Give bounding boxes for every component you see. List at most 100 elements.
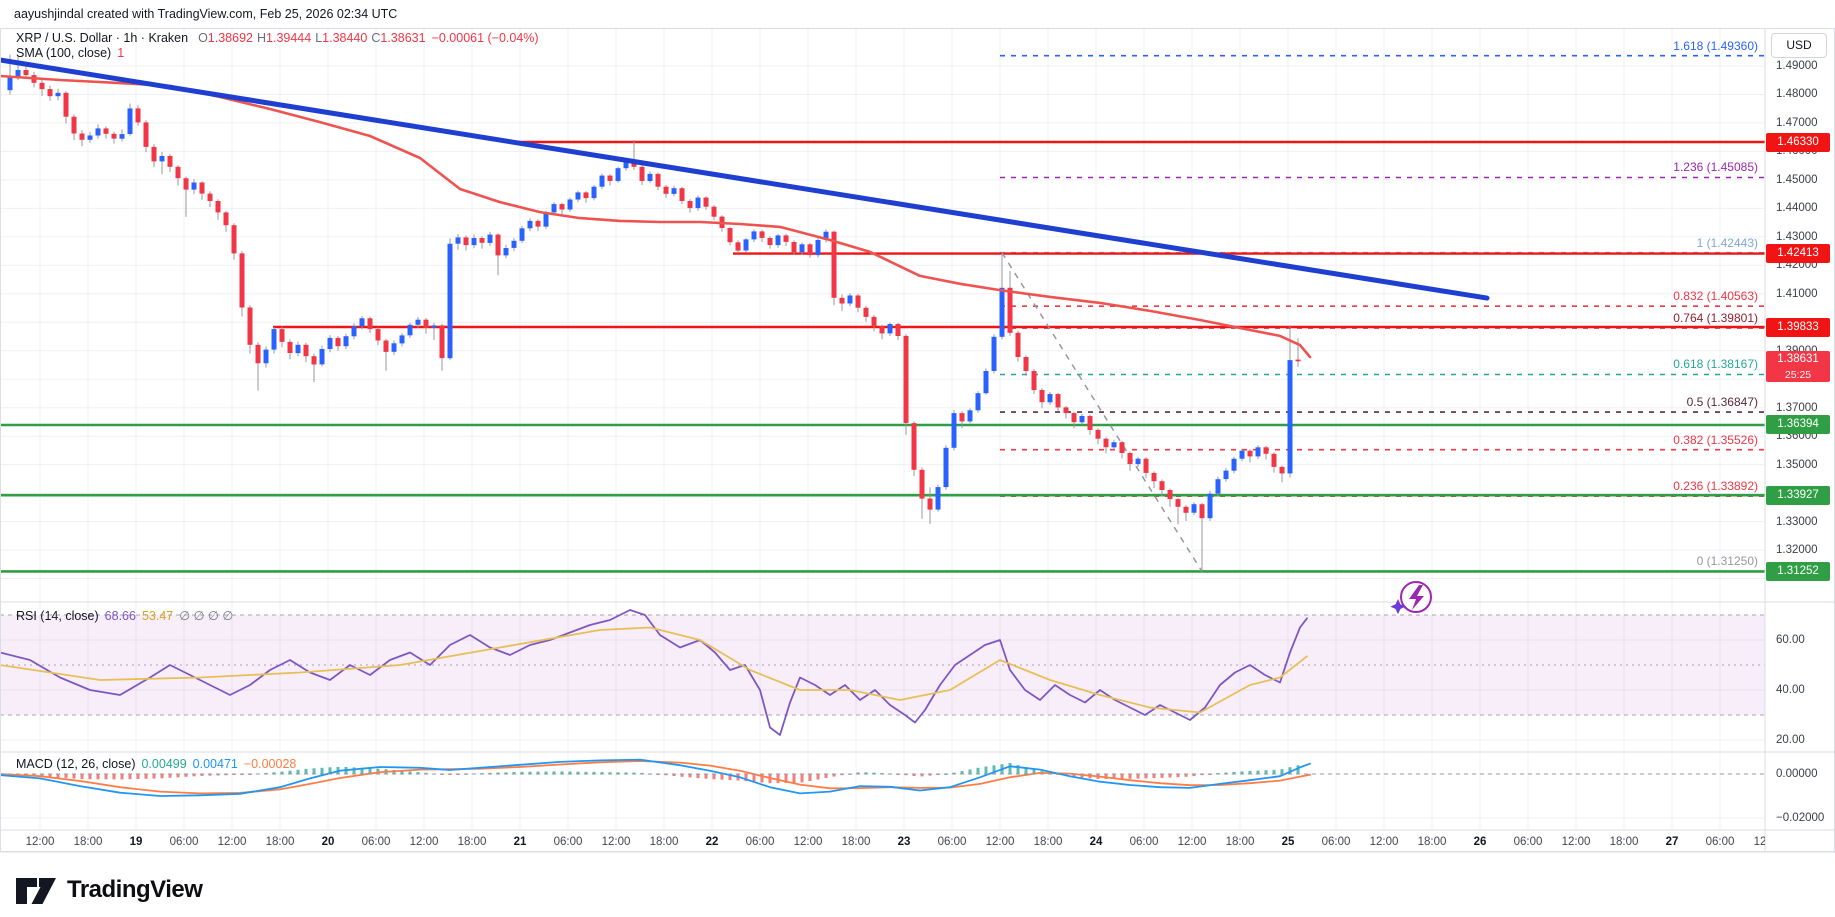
time-tick-label: 22 [705, 836, 719, 848]
rsi-tick-label: 60.00 [1776, 634, 1805, 646]
fib-level-label: 0.832 (1.40563) [1673, 289, 1758, 304]
time-tick-label: 18:00 [1417, 836, 1447, 848]
macd-tick-label: 0.00000 [1776, 768, 1818, 780]
ohlc-key: C [371, 31, 381, 45]
ohlc-value: 1.38631 [380, 31, 426, 45]
rsi-value: 68.66 [104, 608, 136, 623]
time-tick-label: 06:00 [1321, 836, 1351, 848]
time-tick-label: 12:00 [985, 836, 1015, 848]
time-tick-label: 12:00 [1561, 836, 1591, 848]
time-axis[interactable]: 12:00 18:00 19 06:00 12:00 18:00 20 06:00 12:00 1… [0, 830, 1765, 854]
fib-level-label: 0.382 (1.35526) [1673, 432, 1758, 447]
current-price-badge: 1.38631 25:25 [1766, 351, 1830, 383]
time-tick-label: 20 [321, 836, 335, 848]
symbol-legend[interactable]: XRP / U.S. Dollar · 1h · Kraken O1.38692… [16, 31, 539, 45]
time-tick-label: 18:00 [1609, 836, 1639, 848]
time-tick-label: 21 [513, 836, 527, 848]
ohlc-values: O1.38692 H1.39444 L1.38440 C1.38631 [194, 31, 426, 45]
price-tick-label: 1.37000 [1776, 401, 1818, 414]
ohlc-value: 1.38692 [207, 31, 253, 45]
ohlc-value: 1.38440 [322, 31, 368, 45]
time-tick-label: 18:00 [73, 836, 103, 848]
fib-level-label: 1.618 (1.49360) [1673, 38, 1758, 53]
line-price-badge: 1.36394 [1766, 415, 1830, 435]
time-tick-label: 25 [1281, 836, 1295, 848]
price-tick-label: 1.35000 [1776, 458, 1818, 471]
time-tick-label: 12:00 [601, 836, 631, 848]
line-price-badge: 1.39833 [1766, 317, 1830, 337]
macd-legend[interactable]: MACD (12, 26, close) 0.00499 0.00471 −0.… [16, 757, 296, 771]
ohlc-key: O [198, 31, 208, 45]
change-value: −0.00061 (−0.04%) [431, 31, 539, 45]
bar-countdown: 25:25 [1784, 369, 1812, 382]
time-tick-label: 12:00 [217, 836, 247, 848]
rsi-tick-label: 20.00 [1776, 734, 1805, 746]
price-tick-label: 1.45000 [1776, 173, 1818, 186]
line-price-badge: 1.42413 [1766, 244, 1830, 264]
price-tick-label: 1.32000 [1776, 544, 1818, 557]
macd-label: MACD (12, 26, close) [16, 757, 136, 771]
symbol-title: XRP / U.S. Dollar · 1h · Kraken [16, 31, 189, 45]
sma-value: 1 [117, 46, 125, 60]
price-tick-label: 1.47000 [1776, 116, 1818, 129]
time-tick-label: 12:00 [25, 836, 55, 848]
price-tick-label: 1.41000 [1776, 287, 1818, 300]
flash-icon[interactable] [1390, 581, 1432, 615]
price-tick-label: 1.44000 [1776, 202, 1818, 215]
tradingview-logo[interactable]: TradingView [14, 872, 203, 908]
time-tick-label: 23 [897, 836, 911, 848]
ohlc-key: L [315, 31, 323, 45]
price-tick-label: 1.33000 [1776, 515, 1818, 528]
current-price-value: 1.38631 [1777, 353, 1819, 366]
time-tick-label: 12:00 [1753, 836, 1765, 848]
time-tick-label: 24 [1089, 836, 1103, 848]
macd-signal-value: −0.00028 [243, 757, 297, 771]
time-tick-label: 18:00 [265, 836, 295, 848]
tradingview-logo-text: TradingView [67, 876, 203, 903]
time-tick-label: 06:00 [745, 836, 775, 848]
fib-level-label: 0.236 (1.33892) [1673, 479, 1758, 494]
time-tick-label: 06:00 [937, 836, 967, 848]
sma-legend[interactable]: SMA (100, close) 1 [16, 46, 124, 60]
time-tick-label: 06:00 [169, 836, 199, 848]
rsi-ma-value: 53.47 [141, 608, 174, 623]
macd-hist-value: 0.00499 [141, 757, 187, 771]
price-tick-label: 1.48000 [1776, 88, 1818, 101]
fib-level-label: 0.764 (1.39801) [1673, 310, 1758, 325]
rsi-legend[interactable]: RSI (14, close) 68.66 53.47 ∅ ∅ ∅ ∅ [16, 608, 234, 624]
fib-level-label: 1 (1.42443) [1696, 235, 1758, 250]
price-tick-label: 1.43000 [1776, 230, 1818, 243]
price-tick-label: 1.49000 [1776, 60, 1818, 72]
rsi-empty-values: ∅ ∅ ∅ ∅ [179, 609, 234, 623]
ohlc-key: H [256, 31, 267, 45]
time-tick-label: 18:00 [1033, 836, 1063, 848]
time-tick-label: 06:00 [1705, 836, 1735, 848]
time-tick-label: 12:00 [1177, 836, 1207, 848]
time-tick-label: 19 [129, 836, 143, 848]
fib-level-label: 1.236 (1.45085) [1673, 160, 1758, 175]
fib-level-label: 0.618 (1.38167) [1673, 357, 1758, 372]
sma-label: SMA (100, close) [16, 46, 112, 60]
time-tick-label: 18:00 [841, 836, 871, 848]
fib-level-label: 0.5 (1.36847) [1686, 395, 1758, 410]
currency-toggle[interactable]: USD [1771, 33, 1827, 58]
line-price-badge: 1.31252 [1766, 561, 1830, 581]
macd-line-value: 0.00471 [192, 757, 238, 771]
attribution-text: aayushjindal created with TradingView.co… [14, 7, 398, 21]
line-price-badge: 1.33927 [1766, 485, 1830, 505]
ohlc-value: 1.39444 [266, 31, 312, 45]
time-tick-label: 06:00 [1129, 836, 1159, 848]
time-tick-label: 26 [1473, 836, 1487, 848]
time-tick-label: 12:00 [1369, 836, 1399, 848]
time-tick-label: 12:00 [793, 836, 823, 848]
time-tick-label: 18:00 [457, 836, 487, 848]
time-tick-label: 06:00 [361, 836, 391, 848]
macd-tick-label: −0.02000 [1776, 812, 1825, 824]
rsi-tick-label: 40.00 [1776, 684, 1805, 696]
time-tick-label: 06:00 [1513, 836, 1543, 848]
time-tick-label: 12:00 [409, 836, 439, 848]
tradingview-logo-icon [16, 878, 56, 904]
rsi-label: RSI (14, close) [16, 608, 99, 623]
